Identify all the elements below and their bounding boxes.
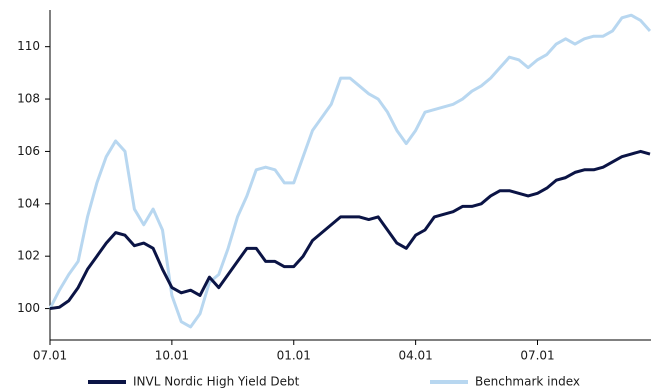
x-tick-label: 10.01: [155, 349, 189, 363]
y-tick-label: 104: [17, 196, 40, 210]
series-line: [49, 149, 651, 311]
x-tick-label: 07.01: [520, 349, 554, 363]
y-tick-label: 100: [17, 301, 40, 315]
legend-label: Benchmark index: [475, 375, 580, 389]
series-line: [48, 13, 651, 329]
legend-label: INVL Nordic High Yield Debt: [133, 375, 300, 389]
y-tick-label: 110: [17, 39, 40, 53]
x-tick-label: 07.01: [33, 349, 67, 363]
y-tick-label: 106: [17, 144, 40, 158]
y-tick-label: 102: [17, 249, 40, 263]
x-tick-label: 04.01: [398, 349, 432, 363]
y-tick-label: 108: [17, 92, 40, 106]
x-tick-label: 01.01: [277, 349, 311, 363]
